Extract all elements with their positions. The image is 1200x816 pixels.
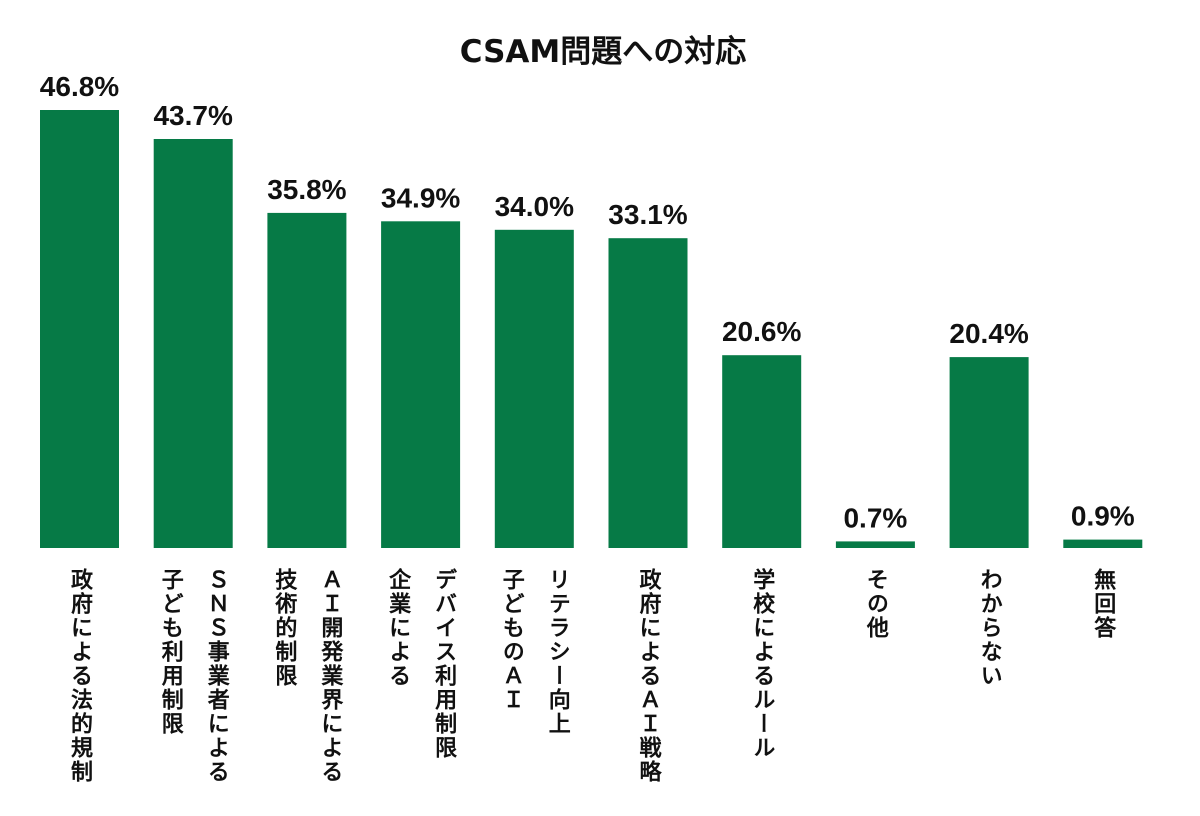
category-label: 政府による法的規制	[67, 567, 93, 784]
bar	[381, 221, 461, 549]
category-label-line: 技術的制限	[271, 568, 298, 688]
value-label: 43.7%	[153, 100, 232, 131]
value-label: 20.6%	[722, 316, 801, 347]
category-label-line: ＳＮＳ事業者による	[204, 568, 231, 784]
category-label-line: 政府による法的規制	[67, 567, 93, 784]
bar	[494, 229, 574, 549]
category-label-line: 政府によるＡＩ戦略	[636, 567, 662, 784]
chart-title: CSAM問題への対応	[460, 34, 747, 70]
category-label-line: 無回答	[1090, 567, 1116, 640]
category-label: その他	[863, 568, 890, 640]
category-label-line: 子どものＡＩ	[499, 568, 525, 712]
bar	[1063, 539, 1143, 548]
bar	[835, 541, 915, 548]
category-label-line: 子ども利用制限	[158, 568, 184, 736]
category-label: 無回答	[1090, 567, 1116, 640]
bar	[722, 355, 802, 548]
value-label: 34.0%	[495, 191, 574, 222]
category-label-line: 企業による	[385, 567, 412, 688]
category-label: わからない	[977, 568, 1003, 688]
bar	[949, 357, 1029, 548]
category-label-line: 学校によるルール	[749, 567, 775, 760]
value-label: 33.1%	[608, 199, 687, 230]
category-labels-layer: 政府による法的規制 ＳＮＳ事業者による子ども利用制限 ＡＩ開発業界による技術的制限デ…	[67, 567, 1116, 784]
value-label: 0.9%	[1071, 501, 1135, 532]
bar	[40, 110, 119, 548]
bar	[153, 139, 233, 548]
category-label-line: ＡＩ開発業界による	[317, 568, 344, 784]
value-label: 46.8%	[40, 71, 119, 102]
value-label: 20.4%	[949, 318, 1028, 349]
value-labels-layer: 46.8% 43.7% 35.8% 34.9% 34.0% 33.1% 20.6% 0.7% 2…	[40, 71, 1135, 533]
category-label: 学校によるルール	[749, 567, 775, 760]
bar	[608, 238, 688, 548]
bar	[267, 212, 347, 548]
value-label: 34.9%	[381, 182, 460, 213]
value-label: 35.8%	[267, 174, 346, 205]
value-label: 0.7%	[843, 502, 907, 533]
category-label-line: デバイス利用制限	[431, 567, 457, 760]
category-label-line: リテラシー向上	[545, 568, 571, 736]
category-label-line: その他	[863, 568, 890, 640]
bars-layer	[40, 110, 1143, 549]
category-label-line: わからない	[977, 568, 1003, 688]
category-label: 政府によるＡＩ戦略	[636, 567, 662, 784]
